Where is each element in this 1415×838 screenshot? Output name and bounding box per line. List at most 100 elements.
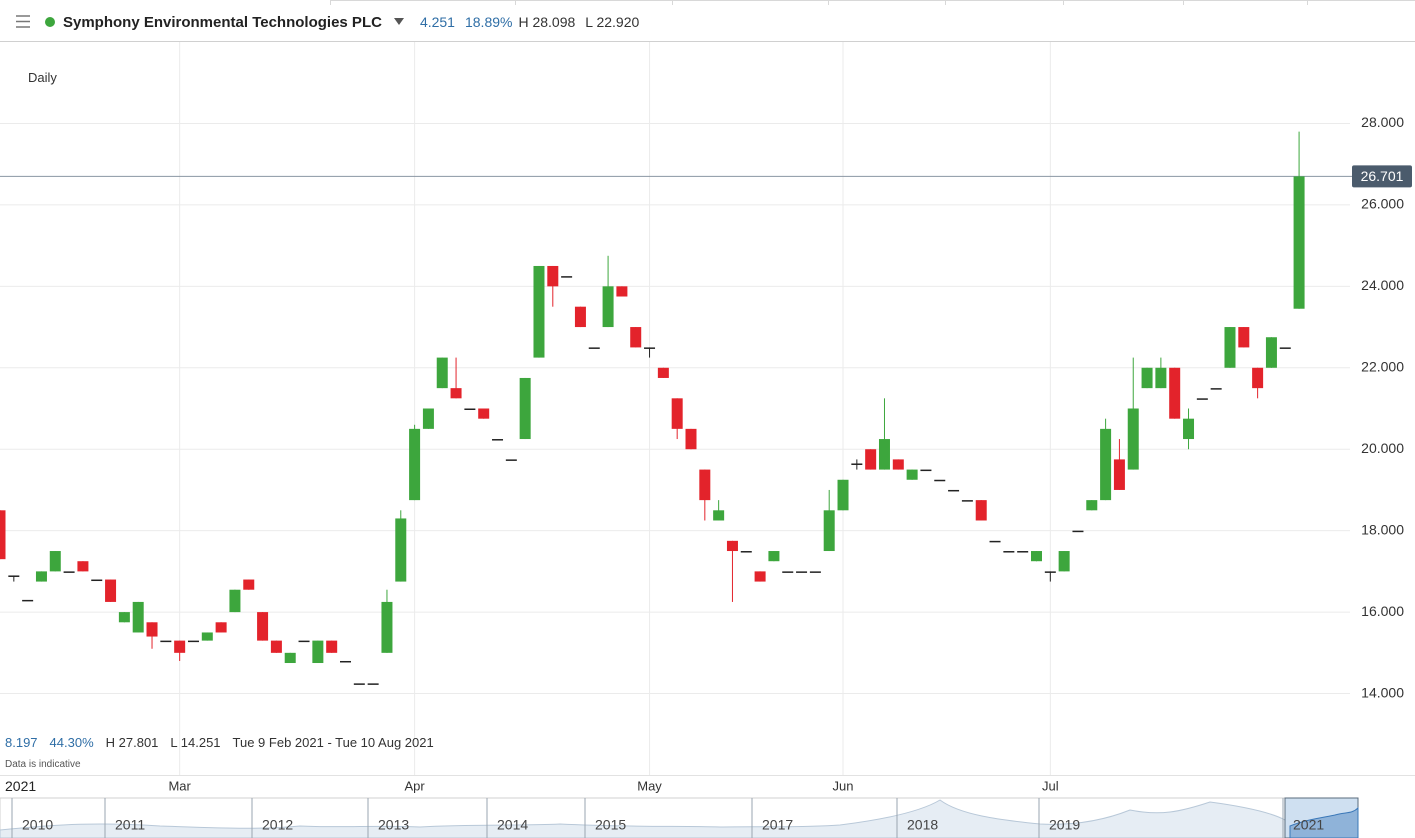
y-tick-label: 26.000 (1361, 196, 1404, 212)
high: H 28.098 (518, 14, 576, 30)
candle-body (201, 632, 213, 641)
plot (0, 42, 1352, 775)
candle-body (547, 265, 559, 287)
change: 4.251 (419, 14, 455, 30)
x-tick-label: May (637, 778, 662, 793)
navigator-year: 2013 (378, 817, 409, 833)
candle-body (49, 551, 61, 572)
candle-body (851, 463, 863, 465)
candle-body (381, 601, 393, 653)
candle-body (934, 479, 946, 482)
candle-body (740, 551, 752, 553)
y-tick-label: 14.000 (1361, 684, 1404, 700)
x-tick-label: Mar (168, 778, 191, 793)
candle-body (630, 327, 642, 348)
candle-body (243, 579, 255, 590)
candle-body (699, 469, 711, 501)
candle-body (409, 428, 421, 501)
candle-body (35, 571, 47, 582)
candle-body (768, 551, 780, 562)
header: Symphony Environmental Technologies PLC … (63, 12, 639, 32)
candle-body (505, 459, 517, 461)
last-price-label: 26.701 (1361, 168, 1404, 184)
candle-body (1086, 500, 1098, 511)
navigator-year: 2014 (497, 817, 528, 833)
low: L 22.920 (585, 14, 640, 30)
candle-body (353, 683, 365, 685)
candle-body (1031, 551, 1042, 562)
navigator-year: 2012 (262, 817, 293, 833)
candle-body (616, 286, 628, 297)
candle-body (326, 640, 338, 653)
candle-body (1058, 551, 1070, 572)
status-dot (45, 17, 55, 27)
y-tick-label: 20.000 (1361, 440, 1404, 456)
candle-body (229, 589, 241, 613)
candle-body (340, 660, 351, 663)
candle-body (754, 571, 766, 582)
candle-body (685, 428, 697, 450)
candle-body (1210, 388, 1222, 390)
candle-body (1044, 571, 1056, 573)
year-label: 2021 (5, 778, 37, 794)
candle-body (726, 540, 738, 552)
candle-body (312, 640, 324, 664)
interval[interactable]: Daily (28, 70, 57, 85)
candle-body (961, 500, 973, 502)
x-tick-label: Jul (1042, 778, 1059, 793)
candle-body (187, 640, 199, 643)
instrument-name[interactable]: Symphony Environmental Technologies PLC (63, 13, 382, 31)
candle-body (644, 347, 656, 349)
candle-body (91, 579, 103, 582)
navigator-area (0, 799, 1286, 838)
candle-body (1141, 367, 1153, 389)
candle-body (1238, 327, 1250, 348)
dropdown-arrow[interactable] (394, 18, 404, 25)
navigator-year: 2019 (1049, 817, 1080, 833)
indicative-note: Data is indicative (5, 759, 81, 770)
candle-body (671, 398, 683, 429)
candle-body (588, 347, 600, 349)
candle-body (422, 408, 434, 429)
y-tick-label: 22.000 (1361, 358, 1404, 374)
candle-body (367, 683, 379, 685)
candle-body (450, 388, 462, 399)
candle-body (464, 408, 476, 410)
candle-body (713, 510, 725, 521)
candle-body (492, 439, 504, 441)
candle-body (215, 622, 227, 633)
candle-body (657, 367, 669, 378)
candle-body (436, 357, 448, 389)
candle-body (878, 439, 890, 470)
candle-body (823, 510, 835, 552)
candle-body (519, 377, 531, 440)
x-tick-label: Apr (404, 778, 425, 793)
candle-body (1127, 408, 1139, 470)
navigator-year: 2017 (762, 817, 793, 833)
candle-body (1017, 551, 1029, 553)
candle-body (989, 540, 1001, 543)
menu-icon[interactable] (16, 15, 30, 28)
x-tick-label: Jun (833, 778, 854, 793)
candle-body (837, 479, 849, 511)
candle-body (1003, 551, 1015, 553)
summary-high: H 27.801 (105, 735, 159, 750)
navigator-year: 2010 (22, 817, 53, 833)
candle-body (1100, 428, 1112, 501)
candle-body (77, 561, 89, 572)
summary-low: L 14.251 (170, 735, 221, 750)
candle-body (796, 571, 808, 573)
tab-separators (330, 0, 1415, 5)
candle-body (118, 612, 130, 623)
summary-change-pct: 44.30% (49, 735, 94, 750)
candle-body (284, 652, 296, 664)
candle-body (948, 489, 960, 492)
candle-body (1252, 367, 1264, 389)
candle-body (1265, 337, 1277, 368)
navigator-window-area (1289, 806, 1359, 838)
candle-body (146, 622, 158, 637)
y-tick-label: 24.000 (1361, 277, 1404, 293)
candle-body (298, 640, 310, 643)
candle-body (1155, 367, 1167, 389)
